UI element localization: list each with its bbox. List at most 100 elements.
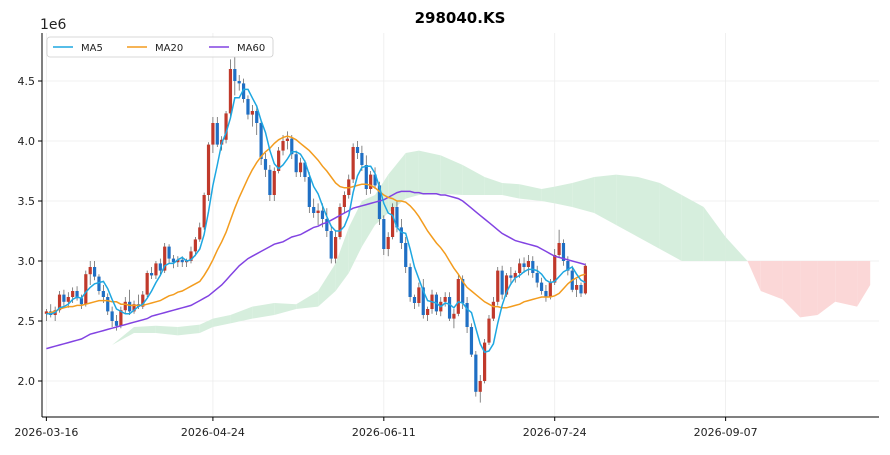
cloud-segment xyxy=(857,261,871,307)
candle-body xyxy=(88,267,92,275)
candle-body xyxy=(268,169,272,195)
candle-body xyxy=(211,123,215,145)
cloud-segment xyxy=(541,186,555,204)
cloud-segment xyxy=(440,155,463,195)
candle-body xyxy=(158,263,162,271)
cloud-segment xyxy=(725,237,748,261)
candle-body xyxy=(382,219,386,249)
candle-body xyxy=(566,261,570,271)
cloud-segment xyxy=(361,195,375,247)
candle-body xyxy=(141,294,145,307)
candle-body xyxy=(44,311,48,314)
candle-body xyxy=(474,354,478,392)
candle-body xyxy=(106,297,110,312)
cloud-segment xyxy=(199,318,213,333)
candle-body xyxy=(443,297,447,302)
candle-body xyxy=(119,310,123,326)
candle-body xyxy=(421,287,425,315)
candle-body xyxy=(526,261,531,267)
candle-body xyxy=(303,162,307,177)
candle-body xyxy=(483,342,487,381)
candles xyxy=(44,57,587,403)
candle-body xyxy=(92,267,97,277)
candle-body xyxy=(373,174,377,186)
candle-body xyxy=(206,144,211,195)
cloud-segment xyxy=(502,183,520,199)
candle-body xyxy=(535,273,539,283)
chart-title: 298040.KS xyxy=(415,9,506,27)
candle-body xyxy=(320,210,325,219)
candle-body xyxy=(386,237,390,249)
legend-label: MA20 xyxy=(155,43,183,54)
candle-body xyxy=(456,279,460,314)
legend-label: MA60 xyxy=(237,43,265,54)
candle-body xyxy=(290,138,294,155)
candle-body xyxy=(465,303,469,327)
cloud-segment xyxy=(212,315,231,327)
candle-body xyxy=(132,304,136,312)
candle-body xyxy=(101,291,105,297)
candle-body xyxy=(193,239,197,252)
cloud-segment xyxy=(817,261,836,315)
candle-body xyxy=(342,195,346,207)
candle-body xyxy=(575,285,579,290)
candle-body xyxy=(246,99,250,115)
candle-body xyxy=(491,301,495,319)
candle-body xyxy=(233,69,237,81)
candle-body xyxy=(84,274,88,305)
x-tick-label: 2026-03-16 xyxy=(14,426,78,439)
ma20-line xyxy=(46,135,586,315)
candle-body xyxy=(154,263,158,276)
cloud-segment xyxy=(782,261,801,318)
candle-body xyxy=(544,291,548,297)
candle-body xyxy=(553,255,557,283)
cloud-segment xyxy=(230,306,253,324)
cloud-segment xyxy=(112,327,134,345)
ma60-line xyxy=(46,190,586,350)
candle-body xyxy=(281,141,285,151)
candle-body xyxy=(316,210,320,213)
cloud-segment xyxy=(296,291,319,309)
y-tick-label: 4.0 xyxy=(18,135,36,148)
candle-body xyxy=(369,174,373,189)
candle-body xyxy=(57,294,62,311)
candle-body xyxy=(496,270,500,302)
candle-body xyxy=(145,273,149,295)
candle-body xyxy=(522,263,526,267)
x-tick-label: 2026-09-07 xyxy=(694,426,758,439)
candle-body xyxy=(478,381,482,392)
candle-body xyxy=(224,113,228,140)
candle-body xyxy=(355,147,360,153)
cloud-segment xyxy=(252,303,275,319)
legend-label: MA5 xyxy=(81,43,103,54)
candle-body xyxy=(215,123,219,145)
candle-body xyxy=(487,318,491,343)
cloud-segment xyxy=(703,207,726,261)
cloud-segment xyxy=(274,303,297,315)
candle-body xyxy=(312,207,316,213)
candle-body xyxy=(250,111,254,115)
cloud-segment xyxy=(318,263,336,307)
candle-body xyxy=(417,287,421,303)
candle-body xyxy=(237,81,241,84)
ma5-line xyxy=(46,88,586,354)
cloud-segment xyxy=(405,150,419,199)
candle-body xyxy=(351,147,355,180)
candle-body xyxy=(325,219,329,231)
candle-body xyxy=(277,150,281,171)
cloud-segment xyxy=(554,183,573,207)
cloud-segment xyxy=(681,195,704,261)
candle-body xyxy=(509,275,513,278)
y-tick-label: 3.0 xyxy=(18,255,36,268)
y-tick-label: 2.5 xyxy=(18,315,36,328)
candle-body xyxy=(452,313,456,319)
cloud-segment xyxy=(519,184,542,201)
candle-body xyxy=(255,111,259,123)
y-tick-label: 4.5 xyxy=(18,75,36,88)
candle-body xyxy=(377,185,382,219)
cloud-segment xyxy=(484,177,503,195)
candle-body xyxy=(307,177,311,207)
